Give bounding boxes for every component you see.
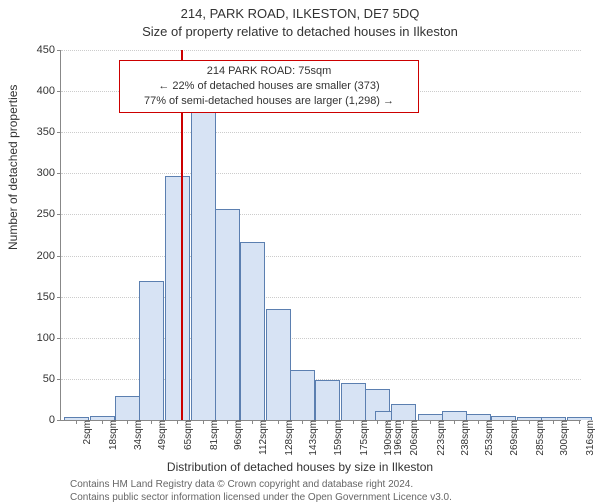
x-tick-label: 96sqm (231, 420, 244, 450)
x-tick-mark (151, 420, 152, 424)
x-tick-label: 159sqm (331, 420, 344, 456)
x-tick-label: 143sqm (306, 420, 319, 456)
x-tick-label: 112sqm (256, 420, 269, 455)
gridline (61, 132, 581, 133)
x-tick-mark (377, 420, 378, 424)
chart-container: 214, PARK ROAD, ILKESTON, DE7 5DQ Size o… (0, 0, 600, 500)
x-tick-mark (529, 420, 530, 424)
annotation-line-3: 77% of semi-detached houses are larger (… (126, 94, 412, 109)
histogram-bar (115, 396, 140, 420)
x-tick-label: 300sqm (557, 420, 570, 456)
footer-line-2: Contains public sector information licen… (70, 491, 452, 504)
y-tick-mark (57, 256, 61, 257)
histogram-bar (391, 404, 416, 420)
y-axis-label: Number of detached properties (6, 85, 20, 250)
x-tick-mark (127, 420, 128, 424)
x-axis-label: Distribution of detached houses by size … (0, 460, 600, 474)
gridline (61, 214, 581, 215)
y-tick-mark (57, 173, 61, 174)
x-tick-mark (102, 420, 103, 424)
chart-subtitle: Size of property relative to detached ho… (0, 24, 600, 39)
y-tick-mark (57, 132, 61, 133)
histogram-bar (240, 242, 265, 420)
x-tick-label: 128sqm (282, 420, 295, 456)
x-tick-mark (478, 420, 479, 424)
footer-line-1: Contains HM Land Registry data © Crown c… (70, 478, 452, 491)
x-tick-mark (503, 420, 504, 424)
x-tick-mark (177, 420, 178, 424)
x-tick-label: 316sqm (583, 420, 596, 456)
y-tick-mark (57, 338, 61, 339)
gridline (61, 256, 581, 257)
x-tick-label: 253sqm (482, 420, 495, 456)
y-tick-mark (57, 420, 61, 421)
histogram-bar (165, 176, 190, 420)
y-tick-mark (57, 297, 61, 298)
x-tick-label: 285sqm (533, 420, 546, 456)
histogram-bar (139, 281, 164, 420)
histogram-bar (442, 411, 467, 420)
x-tick-mark (278, 420, 279, 424)
footer-text: Contains HM Land Registry data © Crown c… (70, 478, 452, 504)
x-tick-label: 206sqm (407, 420, 420, 456)
x-tick-label: 2sqm (80, 420, 93, 444)
x-tick-mark (327, 420, 328, 424)
y-tick-mark (57, 379, 61, 380)
histogram-bar (215, 209, 240, 420)
annotation-box: 214 PARK ROAD: 75sqm ← 22% of detached h… (119, 60, 419, 113)
x-tick-mark (430, 420, 431, 424)
annotation-line-1: 214 PARK ROAD: 75sqm (126, 64, 412, 79)
x-tick-label: 81sqm (207, 420, 220, 450)
x-tick-mark (302, 420, 303, 424)
x-tick-label: 34sqm (131, 420, 144, 450)
gridline (61, 173, 581, 174)
x-tick-label: 18sqm (106, 420, 119, 450)
x-tick-label: 175sqm (357, 420, 370, 456)
x-tick-mark (579, 420, 580, 424)
x-tick-label: 49sqm (155, 420, 168, 450)
x-tick-label: 223sqm (434, 420, 447, 456)
x-tick-mark (227, 420, 228, 424)
histogram-bar (290, 370, 315, 420)
annotation-line-2: ← 22% of detached houses are smaller (37… (126, 79, 412, 94)
histogram-bar (266, 309, 291, 420)
x-tick-label: 238sqm (458, 420, 471, 456)
x-tick-mark (203, 420, 204, 424)
y-tick-mark (57, 91, 61, 92)
chart-title: 214, PARK ROAD, ILKESTON, DE7 5DQ (0, 6, 600, 21)
x-tick-mark (353, 420, 354, 424)
x-tick-mark (454, 420, 455, 424)
x-tick-mark (387, 420, 388, 424)
gridline (61, 50, 581, 51)
x-tick-label: 65sqm (181, 420, 194, 450)
x-tick-label: 196sqm (391, 420, 404, 456)
y-tick-mark (57, 214, 61, 215)
x-tick-mark (403, 420, 404, 424)
x-tick-mark (252, 420, 253, 424)
y-tick-mark (57, 50, 61, 51)
x-tick-mark (76, 420, 77, 424)
histogram-bar (191, 75, 216, 420)
x-tick-mark (553, 420, 554, 424)
histogram-bar (315, 380, 340, 420)
plot-area: 0501001502002503003504004502sqm18sqm34sq… (60, 50, 581, 421)
histogram-bar (341, 383, 366, 420)
x-tick-label: 269sqm (507, 420, 520, 456)
